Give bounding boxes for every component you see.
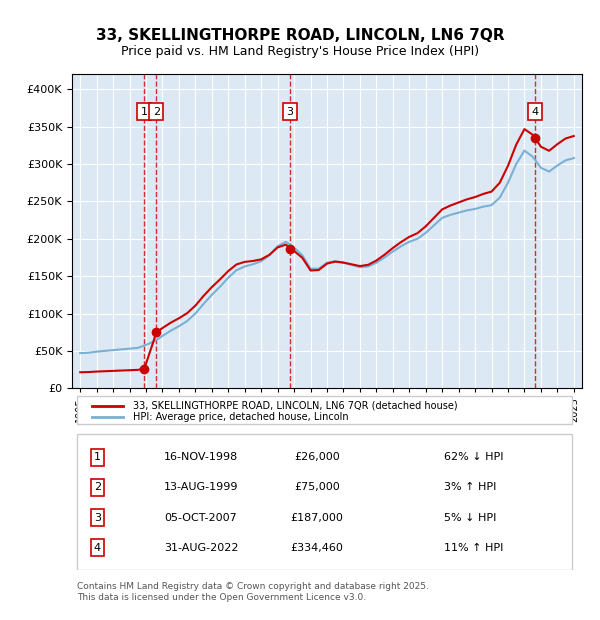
Text: 31-AUG-2022: 31-AUG-2022 <box>164 543 238 553</box>
Text: 3: 3 <box>287 107 293 117</box>
FancyBboxPatch shape <box>77 434 572 570</box>
Text: £75,000: £75,000 <box>294 482 340 492</box>
Text: £334,460: £334,460 <box>290 543 343 553</box>
Text: 62% ↓ HPI: 62% ↓ HPI <box>444 452 504 462</box>
FancyBboxPatch shape <box>77 396 572 425</box>
Text: £26,000: £26,000 <box>294 452 340 462</box>
Text: 33, SKELLINGTHORPE ROAD, LINCOLN, LN6 7QR (detached house): 33, SKELLINGTHORPE ROAD, LINCOLN, LN6 7Q… <box>133 401 458 410</box>
Text: 11% ↑ HPI: 11% ↑ HPI <box>444 543 503 553</box>
Text: 2: 2 <box>152 107 160 117</box>
Text: 4: 4 <box>532 107 539 117</box>
Text: 3: 3 <box>94 513 101 523</box>
Text: Contains HM Land Registry data © Crown copyright and database right 2025.
This d: Contains HM Land Registry data © Crown c… <box>77 583 429 602</box>
Text: 1: 1 <box>94 452 101 462</box>
Text: 13-AUG-1999: 13-AUG-1999 <box>164 482 238 492</box>
Text: 5% ↓ HPI: 5% ↓ HPI <box>444 513 497 523</box>
Text: 1: 1 <box>140 107 148 117</box>
Text: £187,000: £187,000 <box>290 513 343 523</box>
Text: 16-NOV-1998: 16-NOV-1998 <box>164 452 238 462</box>
Text: Price paid vs. HM Land Registry's House Price Index (HPI): Price paid vs. HM Land Registry's House … <box>121 45 479 58</box>
Text: 3% ↑ HPI: 3% ↑ HPI <box>444 482 497 492</box>
Text: 4: 4 <box>94 543 101 553</box>
Text: HPI: Average price, detached house, Lincoln: HPI: Average price, detached house, Linc… <box>133 412 349 422</box>
Text: 2: 2 <box>94 482 101 492</box>
Text: 05-OCT-2007: 05-OCT-2007 <box>164 513 236 523</box>
Text: 33, SKELLINGTHORPE ROAD, LINCOLN, LN6 7QR: 33, SKELLINGTHORPE ROAD, LINCOLN, LN6 7Q… <box>95 28 505 43</box>
